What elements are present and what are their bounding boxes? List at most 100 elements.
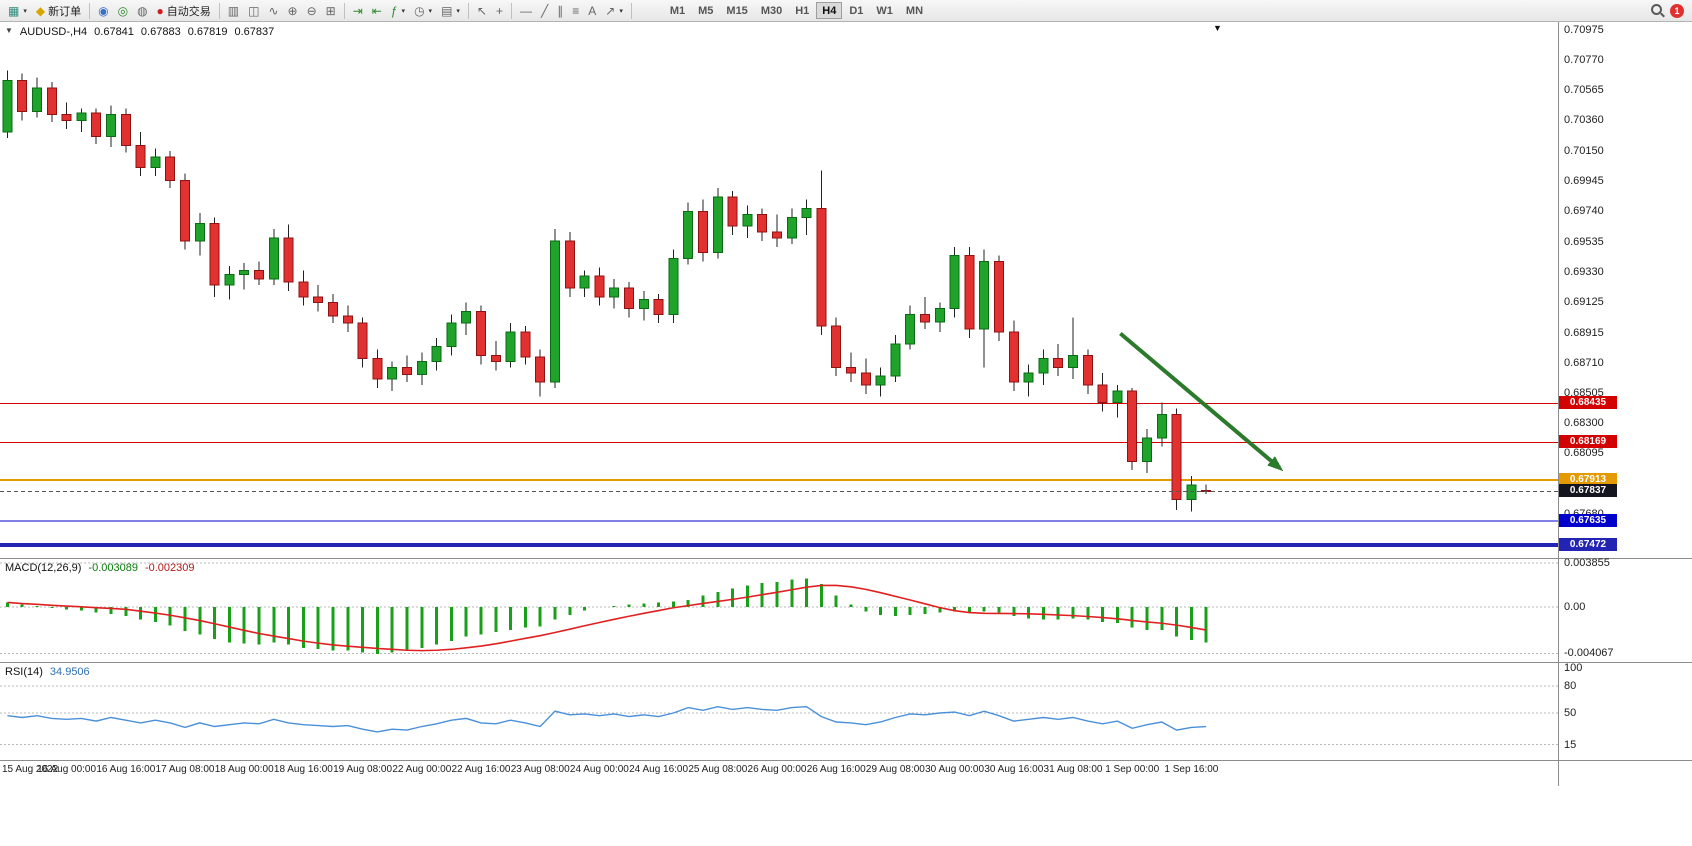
- new-chart-button[interactable]: ▦ ▾: [4, 2, 31, 20]
- main-toolbar: ▦ ▾ ◆ 新订单 ◉ ◎ ◍ ● 自动交易 ▥ ◫ ∿ ⊕ ⊖ ⊞ ⇥ ⇤ ƒ ▾ ◷…: [0, 0, 1692, 22]
- support-line-orange-badge: 0.67913: [1559, 473, 1617, 487]
- dropdown-caret-icon: ▾: [401, 7, 406, 15]
- text-tool-icon: A: [588, 3, 597, 18]
- channel-button[interactable]: ∥: [553, 2, 567, 20]
- trendline-icon: ╱: [541, 3, 549, 18]
- time-label: 18 Aug 00:00: [214, 764, 274, 775]
- search-icon[interactable]: [1650, 3, 1665, 18]
- price-tick: 0.67475: [1564, 538, 1604, 551]
- time-label: 1 Sep 16:00: [1164, 764, 1219, 775]
- auto-scroll-button[interactable]: ⇥: [349, 2, 367, 20]
- chart-header: ▼ AUDUSD-,H4 0.67841 0.67883 0.67819 0.6…: [5, 26, 274, 38]
- timeframe-d1[interactable]: D1: [843, 2, 869, 19]
- time-axis[interactable]: 15 Aug 2022 16 Aug 00:00 16 Aug 16:00 17 Au…: [0, 761, 1558, 786]
- timeframe-m30[interactable]: M30: [755, 2, 788, 19]
- fibonacci-button[interactable]: ≡: [568, 2, 583, 20]
- market-icon: ◎: [117, 3, 129, 18]
- fibonacci-icon: ≡: [572, 3, 580, 18]
- candles-layer: [2, 70, 1212, 512]
- time-label: 22 Aug 16:00: [451, 764, 511, 775]
- indicators-icon: ƒ: [390, 3, 398, 18]
- macd-tick: 0.00: [1564, 601, 1586, 613]
- crosshair-icon: +: [495, 3, 503, 18]
- time-label: 30 Aug 00:00: [925, 764, 985, 775]
- price-tick: 0.68915: [1564, 326, 1604, 339]
- notification-badge[interactable]: 1: [1670, 3, 1684, 18]
- chart-window: ▼ AUDUSD-,H4 0.67841 0.67883 0.67819 0.6…: [0, 22, 1692, 846]
- time-label: 16 Aug 16:00: [96, 764, 156, 775]
- price-tick: 0.69945: [1564, 175, 1604, 188]
- price-tick: 0.68505: [1564, 387, 1604, 400]
- dropdown-caret-icon: ▾: [428, 7, 433, 15]
- signals-icon: ◍: [137, 3, 148, 18]
- signals-button[interactable]: ◍: [133, 2, 151, 20]
- toolbar-separator: [343, 2, 345, 19]
- time-label: 17 Aug 08:00: [155, 764, 215, 775]
- rsi-panel[interactable]: [0, 663, 1558, 760]
- macd-panel[interactable]: [0, 559, 1558, 662]
- auto-trading-icon: ●: [156, 3, 164, 18]
- time-label: 24 Aug 16:00: [629, 764, 689, 775]
- timeframe-toolbar: M1 M5 M15 M30 H1 H4 D1 W1 MN: [664, 2, 929, 19]
- price-tick: 0.67890: [1564, 477, 1604, 490]
- panel-divider[interactable]: [0, 760, 1692, 761]
- market-button[interactable]: ◎: [114, 2, 132, 20]
- price-tick: 0.70565: [1564, 84, 1604, 97]
- chart-shift-icon: ⇤: [371, 3, 382, 18]
- resistance-line-1-badge: 0.68435: [1559, 396, 1617, 410]
- chart-shift-button[interactable]: ⇤: [368, 2, 386, 20]
- price-tick: 0.70150: [1564, 145, 1604, 158]
- timeframe-m5[interactable]: M5: [692, 2, 719, 19]
- indicators-button[interactable]: ƒ ▾: [387, 2, 409, 20]
- trendline-button[interactable]: ╱: [537, 2, 552, 20]
- new-order-button[interactable]: ◆ 新订单: [32, 2, 85, 20]
- arrows-tool-button[interactable]: ↗ ▾: [601, 2, 627, 20]
- periods-button[interactable]: ◷ ▾: [410, 2, 436, 20]
- time-label: 26 Aug 00:00: [747, 764, 807, 775]
- text-tool-button[interactable]: A: [584, 2, 600, 20]
- crosshair-button[interactable]: +: [492, 2, 507, 20]
- chart-line-button[interactable]: ∿: [264, 2, 282, 20]
- horizontal-line-button[interactable]: —: [516, 2, 536, 20]
- templates-button[interactable]: ▤ ▾: [437, 2, 464, 20]
- chart-bars-button[interactable]: ▥: [224, 2, 243, 20]
- timeframe-h1[interactable]: H1: [789, 2, 815, 19]
- trend-arrow[interactable]: [1119, 331, 1284, 472]
- cursor-button[interactable]: ↖: [473, 2, 491, 20]
- chart-candles-button[interactable]: ◫: [244, 2, 263, 20]
- rsi-name: RSI(14): [5, 666, 43, 678]
- panel-divider[interactable]: [0, 662, 1692, 663]
- profile-icon: ◉: [98, 3, 109, 18]
- timeframe-m1[interactable]: M1: [664, 2, 691, 19]
- price-chart[interactable]: [0, 22, 1558, 558]
- dropdown-caret-icon: ▾: [456, 7, 460, 15]
- macd-tick: -0.004067: [1564, 647, 1614, 660]
- price-tick: 0.69125: [1564, 295, 1604, 308]
- price-scale-border: [1558, 22, 1559, 786]
- high-value: 0.67883: [140, 26, 181, 38]
- auto-trading-button[interactable]: ● 自动交易: [153, 2, 215, 20]
- bar-chart-icon: ▥: [227, 3, 240, 18]
- timeframe-w1[interactable]: W1: [870, 2, 899, 19]
- support-line-blue-2-badge: 0.67472: [1559, 537, 1617, 551]
- timeframe-m15[interactable]: M15: [720, 2, 753, 19]
- timeframe-h4[interactable]: H4: [816, 2, 843, 19]
- one-click-trading-toggle[interactable]: ▼: [5, 26, 13, 35]
- zoom-out-button[interactable]: ⊖: [303, 2, 321, 20]
- line-chart-icon: ∿: [268, 3, 279, 18]
- panel-divider[interactable]: [0, 558, 1692, 559]
- time-label: 23 Aug 08:00: [510, 764, 570, 775]
- time-label: 25 Aug 08:00: [688, 764, 748, 775]
- profile-button[interactable]: ◉: [94, 2, 112, 20]
- timeframe-mn[interactable]: MN: [900, 2, 929, 19]
- chart-shift-marker[interactable]: ▼: [1213, 23, 1222, 33]
- time-label: 18 Aug 16:00: [273, 764, 333, 775]
- zoom-in-button[interactable]: ⊕: [284, 2, 302, 20]
- price-tick: 0.69330: [1564, 265, 1604, 278]
- rsi-line: [7, 705, 1207, 733]
- support-line-blue-1-badge: 0.67635: [1559, 513, 1617, 527]
- price-tick: 0.68710: [1564, 356, 1604, 369]
- zoom-out-icon: ⊖: [306, 3, 317, 18]
- tile-windows-button[interactable]: ⊞: [322, 2, 340, 20]
